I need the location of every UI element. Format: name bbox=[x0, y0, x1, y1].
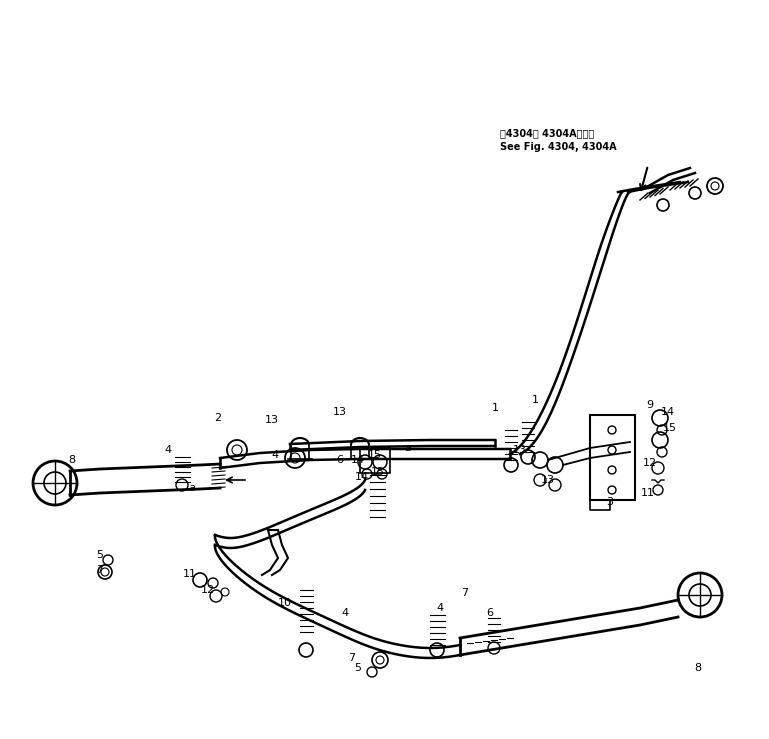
Text: 15: 15 bbox=[663, 423, 677, 433]
Text: 3: 3 bbox=[607, 497, 614, 507]
Text: 笥4304， 4304A图参照: 笥4304， 4304A图参照 bbox=[500, 128, 594, 138]
Text: 7: 7 bbox=[461, 588, 468, 598]
Text: See Fig. 4304, 4304A: See Fig. 4304, 4304A bbox=[500, 142, 617, 152]
Text: 13: 13 bbox=[333, 407, 347, 417]
Text: a: a bbox=[404, 443, 411, 453]
Text: 15: 15 bbox=[368, 450, 382, 460]
Text: a: a bbox=[188, 483, 195, 493]
Text: 11: 11 bbox=[183, 569, 197, 579]
Text: 7: 7 bbox=[96, 565, 104, 575]
Text: 5: 5 bbox=[355, 663, 361, 673]
Text: 4: 4 bbox=[341, 608, 348, 618]
Text: 14: 14 bbox=[351, 455, 365, 465]
FancyBboxPatch shape bbox=[590, 415, 635, 500]
Text: 14: 14 bbox=[661, 407, 675, 417]
Text: 1: 1 bbox=[531, 395, 538, 405]
Text: 13: 13 bbox=[541, 475, 555, 485]
Text: 4: 4 bbox=[271, 450, 278, 460]
Text: 13: 13 bbox=[513, 445, 527, 455]
Text: 13: 13 bbox=[265, 415, 279, 425]
Text: 8: 8 bbox=[68, 455, 75, 465]
Text: 12: 12 bbox=[201, 585, 215, 595]
Text: 14: 14 bbox=[355, 472, 369, 482]
Text: 8: 8 bbox=[694, 663, 701, 673]
FancyBboxPatch shape bbox=[360, 448, 390, 473]
Text: 15: 15 bbox=[371, 467, 385, 477]
Text: 6: 6 bbox=[337, 455, 344, 465]
Text: 6: 6 bbox=[487, 608, 494, 618]
Text: 11: 11 bbox=[641, 488, 655, 498]
Text: 4: 4 bbox=[165, 445, 171, 455]
Text: 9: 9 bbox=[647, 400, 654, 410]
Text: 2: 2 bbox=[215, 413, 221, 423]
Text: 5: 5 bbox=[96, 550, 104, 560]
Text: 12: 12 bbox=[643, 458, 657, 468]
Text: 7: 7 bbox=[348, 653, 355, 663]
Text: 4: 4 bbox=[437, 603, 444, 613]
Text: 1: 1 bbox=[491, 403, 498, 413]
Text: 10: 10 bbox=[278, 598, 292, 608]
